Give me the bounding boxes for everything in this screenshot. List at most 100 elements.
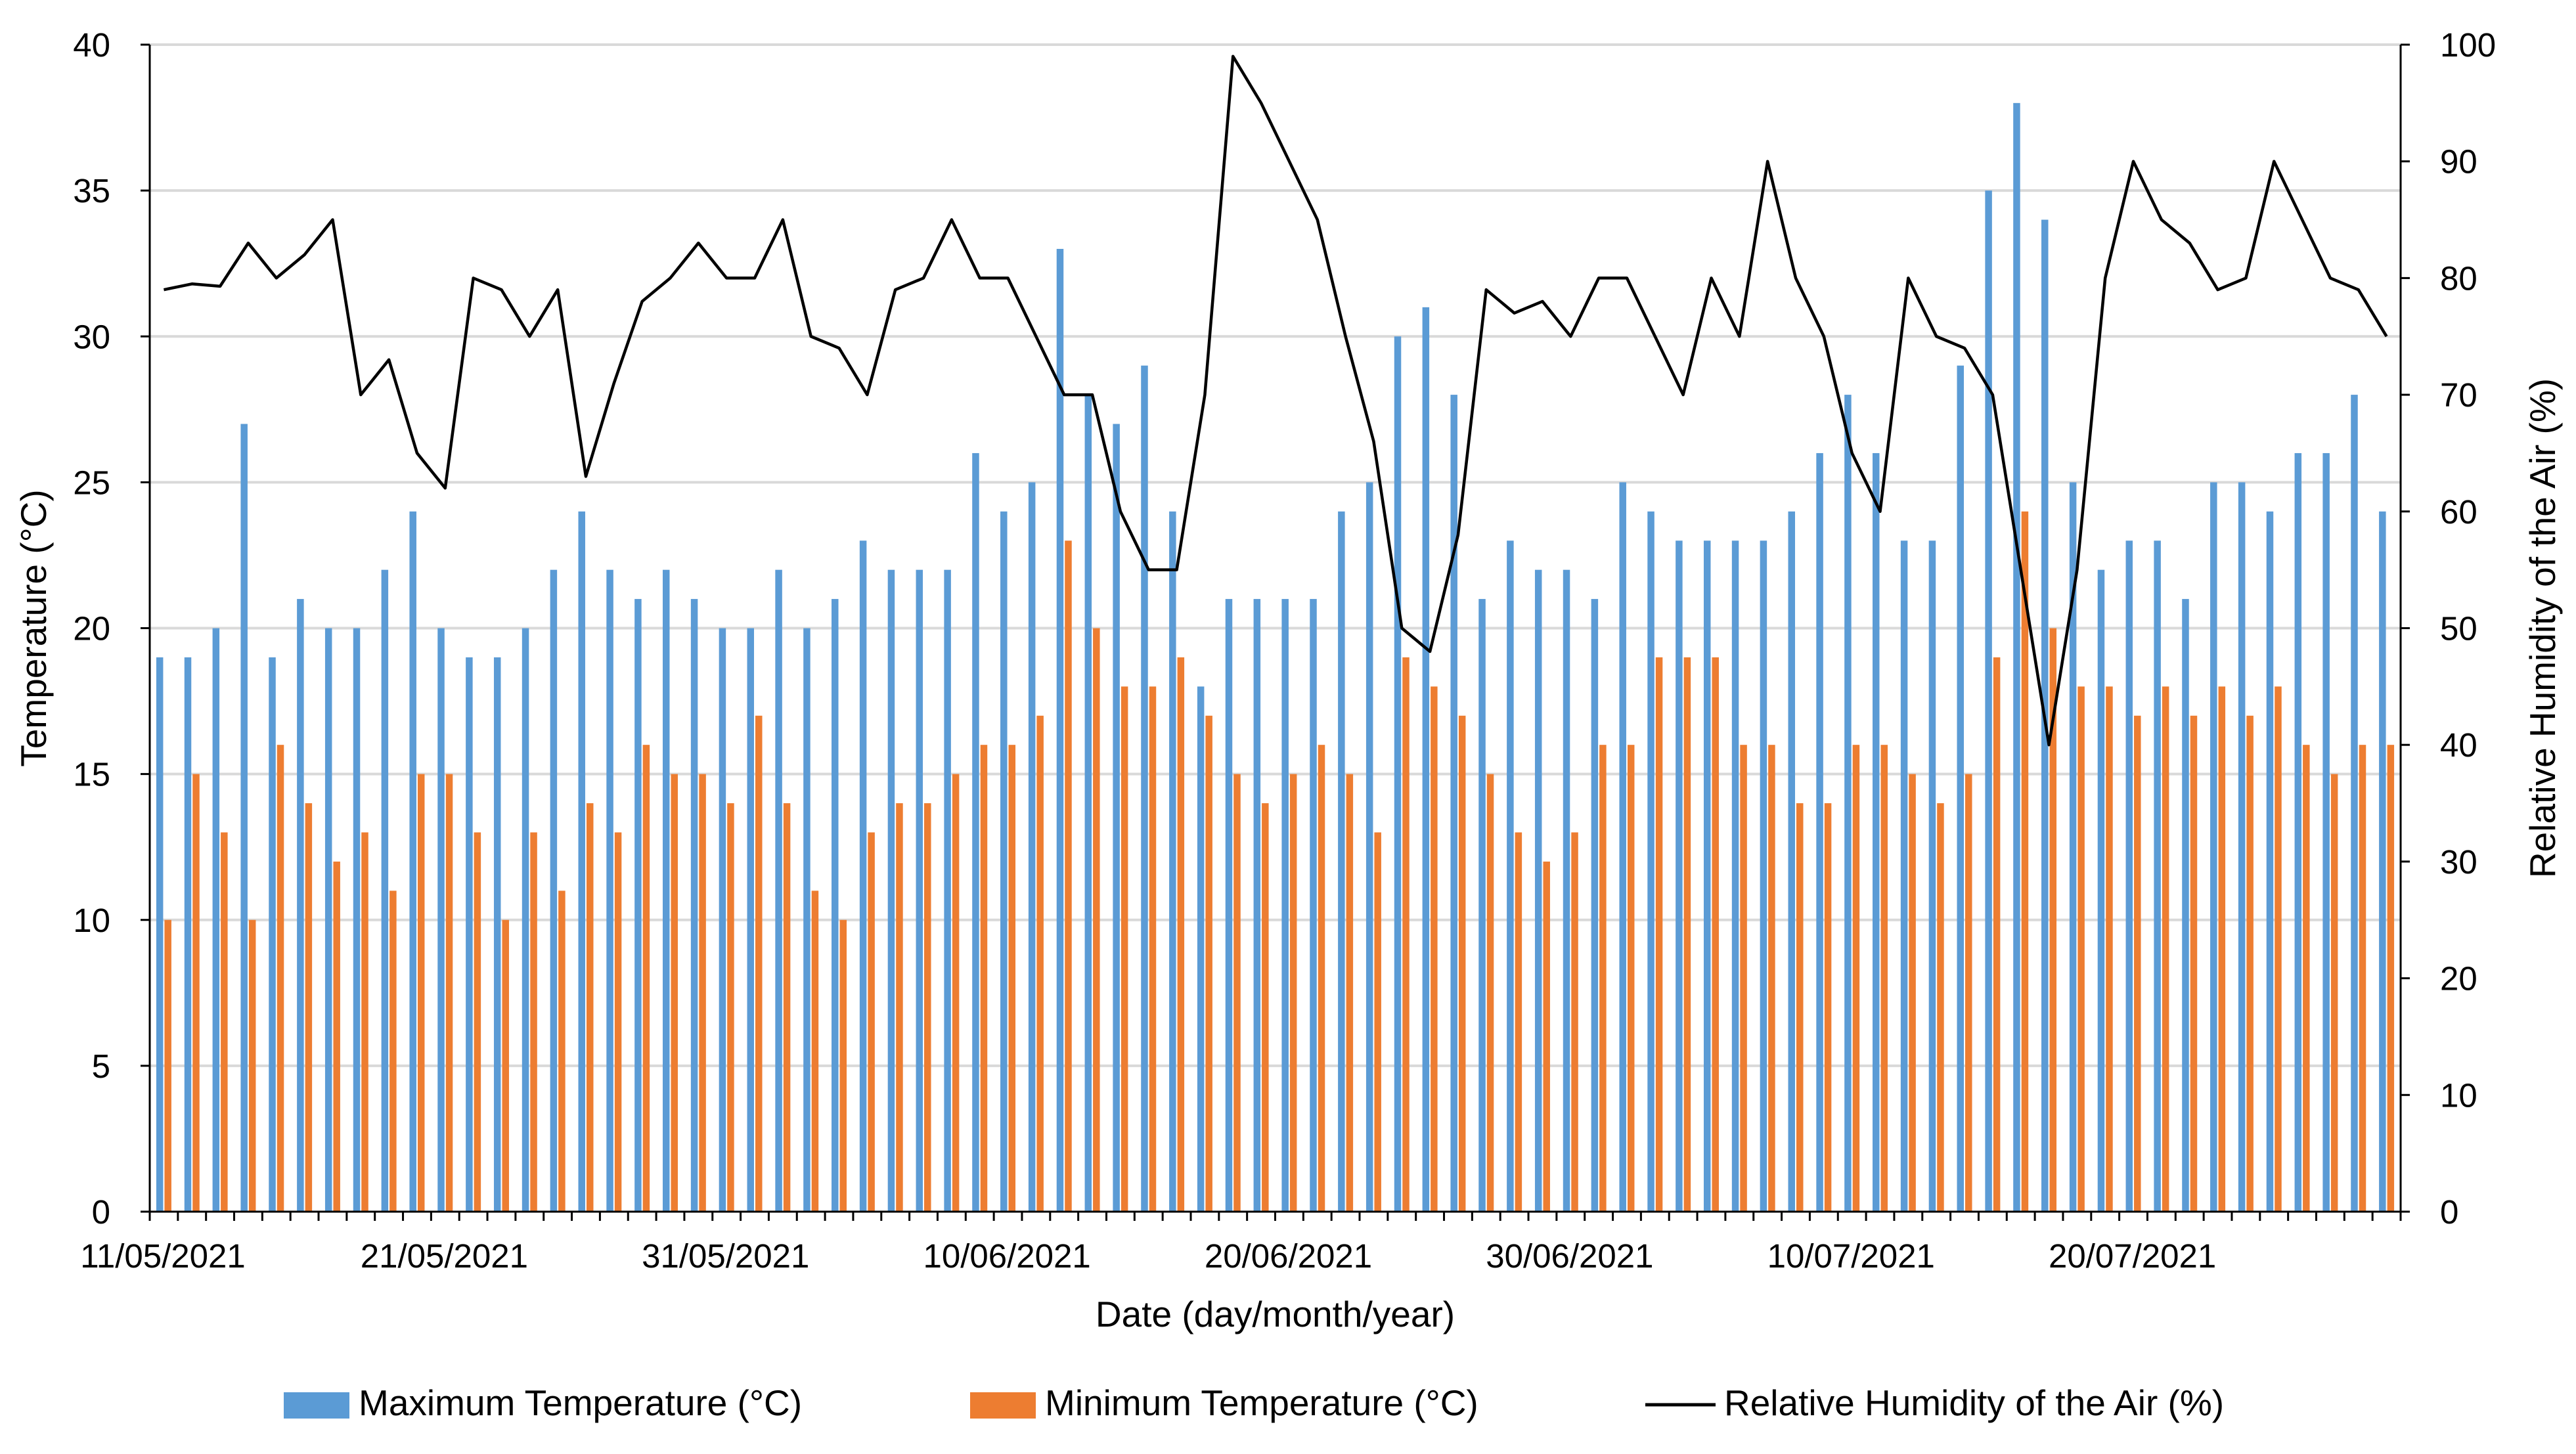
bar-max-temp bbox=[887, 569, 895, 1212]
bar-min-temp bbox=[1965, 774, 1972, 1212]
bar-min-temp bbox=[1205, 715, 1212, 1212]
y-left-tick-label: 5 bbox=[92, 1047, 110, 1085]
x-axis-title: Date (day/month/year) bbox=[1096, 1294, 1455, 1334]
bar-min-temp bbox=[1374, 832, 1381, 1212]
bar-max-temp bbox=[2238, 482, 2246, 1212]
bar-min-temp bbox=[1655, 657, 1663, 1212]
bar-max-temp bbox=[1281, 599, 1289, 1212]
bar-min-temp bbox=[586, 803, 594, 1212]
bar-min-temp bbox=[2106, 686, 2113, 1212]
bar-max-temp bbox=[1310, 599, 1317, 1212]
bar-max-temp bbox=[324, 628, 332, 1212]
bar-max-temp bbox=[1197, 686, 1205, 1212]
y-right-tick-label: 10 bbox=[2440, 1076, 2477, 1114]
bar-max-temp bbox=[1563, 569, 1570, 1212]
humidity-line bbox=[163, 55, 2388, 747]
y-right-tick-label: 100 bbox=[2440, 26, 2496, 64]
gridlines bbox=[150, 43, 2401, 1067]
bar-max-temp bbox=[2069, 482, 2077, 1212]
x-tick-label: 30/06/2021 bbox=[1486, 1237, 1653, 1275]
x-tick-label: 21/05/2021 bbox=[361, 1237, 528, 1275]
x-tick-label: 11/05/2021 bbox=[80, 1237, 245, 1275]
bar-min-temp bbox=[924, 803, 931, 1212]
bar-min-temp bbox=[2359, 745, 2366, 1212]
bar-max-temp bbox=[803, 628, 811, 1212]
axes: 0 5 10 15 20 25 30 35 40 0 10 20 30 40 50 60 70 80 90 100 11… bbox=[73, 26, 2496, 1275]
bar-min-temp bbox=[1121, 686, 1128, 1212]
y-right-tick-label: 70 bbox=[2440, 376, 2477, 414]
bar-min-temp bbox=[502, 919, 509, 1212]
bar-max-temp bbox=[2125, 540, 2133, 1212]
bar-max-temp bbox=[381, 569, 389, 1212]
bar-max-temp bbox=[1957, 365, 1965, 1212]
bar-max-temp bbox=[859, 540, 867, 1212]
bar-max-temp bbox=[1000, 511, 1008, 1212]
bar-min-temp bbox=[1768, 745, 1775, 1212]
bar-max-temp bbox=[1394, 336, 1402, 1212]
bar-max-temp bbox=[240, 424, 248, 1212]
bar-min-temp bbox=[1543, 861, 1550, 1212]
bar-min-temp bbox=[699, 774, 706, 1212]
bar-min-temp bbox=[1262, 803, 1269, 1212]
bar-min-temp bbox=[164, 919, 171, 1212]
bar-min-temp bbox=[952, 774, 960, 1212]
bar-max-temp bbox=[297, 599, 304, 1212]
y-right-tick-label: 60 bbox=[2440, 493, 2477, 531]
y-right-tick-label: 90 bbox=[2440, 143, 2477, 181]
bar-max-temp bbox=[2182, 599, 2189, 1212]
bar-max-temp bbox=[1422, 307, 1430, 1212]
bar-min-temp bbox=[474, 832, 481, 1212]
y-right-tick-label: 30 bbox=[2440, 843, 2477, 881]
bar-min-temp bbox=[530, 832, 537, 1212]
bar-max-temp bbox=[1676, 540, 1683, 1212]
bar-max-temp bbox=[1478, 599, 1486, 1212]
bar-min-temp bbox=[361, 832, 368, 1212]
legend-swatch-min-temp bbox=[970, 1392, 1036, 1419]
bar-min-temp bbox=[1909, 774, 1916, 1212]
bar-min-temp bbox=[1149, 686, 1157, 1212]
bar-max-temp bbox=[1760, 540, 1767, 1212]
bar-min-temp bbox=[2049, 628, 2057, 1212]
bar-max-temp bbox=[493, 657, 501, 1212]
bar-max-temp bbox=[1591, 599, 1599, 1212]
bar-max-temp bbox=[2266, 511, 2274, 1212]
bar-max-temp bbox=[466, 657, 473, 1212]
bar-max-temp bbox=[578, 511, 585, 1212]
bar-min-temp bbox=[783, 803, 791, 1212]
bar-min-temp bbox=[1402, 657, 1410, 1212]
bar-max-temp bbox=[1619, 482, 1626, 1212]
bar-max-temp bbox=[184, 657, 192, 1212]
legend-label-max-temp: Maximum Temperature (°C) bbox=[359, 1382, 802, 1423]
bar-max-temp bbox=[775, 569, 782, 1212]
bar-max-temp bbox=[1703, 540, 1711, 1212]
bar-min-temp bbox=[1712, 657, 1719, 1212]
x-tick-label: 10/06/2021 bbox=[923, 1237, 1091, 1275]
bar-min-temp bbox=[1571, 832, 1578, 1212]
bar-max-temp bbox=[2322, 452, 2330, 1212]
bar-max-temp bbox=[1338, 511, 1345, 1212]
bar-max-temp bbox=[832, 599, 839, 1212]
bar-min-temp bbox=[755, 715, 763, 1212]
legend: Maximum Temperature (°C) Minimum Tempera… bbox=[284, 1382, 2224, 1423]
bar-max-temp bbox=[1225, 599, 1233, 1212]
bar-min-temp bbox=[2387, 745, 2395, 1212]
y-right-tick-label: 40 bbox=[2440, 726, 2477, 764]
bar-min-temp bbox=[1177, 657, 1185, 1212]
bar-max-temp bbox=[1169, 511, 1176, 1212]
bar-min-temp bbox=[1852, 745, 1860, 1212]
bar-min-temp bbox=[333, 861, 340, 1212]
bar-max-temp bbox=[1056, 248, 1064, 1212]
bar-max-temp bbox=[1084, 395, 1092, 1212]
bar-max-temp bbox=[747, 628, 755, 1212]
bar-min-temp bbox=[221, 832, 228, 1212]
bar-min-temp bbox=[1318, 745, 1325, 1212]
bar-max-temp bbox=[269, 657, 276, 1212]
bar-min-temp bbox=[1233, 774, 1241, 1212]
legend-swatch-max-temp bbox=[284, 1392, 349, 1419]
bar-max-temp bbox=[212, 628, 220, 1212]
bar-max-temp bbox=[972, 452, 979, 1212]
y-right-tick-label: 50 bbox=[2440, 610, 2477, 648]
bar-min-temp bbox=[248, 919, 256, 1212]
bar-max-temp bbox=[2013, 102, 2020, 1212]
